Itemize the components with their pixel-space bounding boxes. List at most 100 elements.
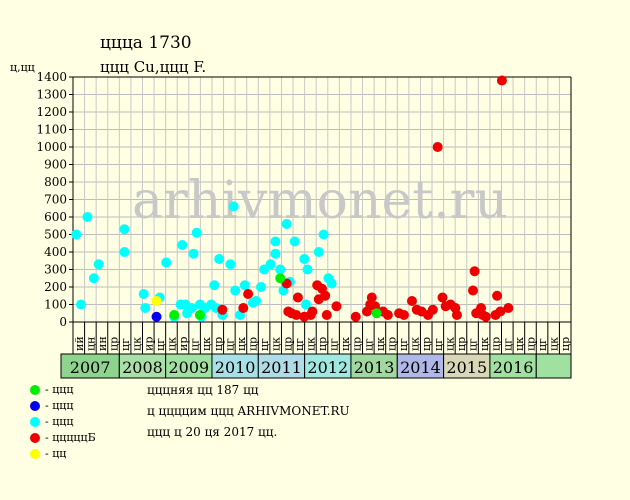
month-label: цг [119,338,132,351]
month-label: цр [524,337,537,351]
data-point [151,296,162,306]
data-point [93,259,104,270]
month-label: цн [84,337,97,351]
data-point [398,310,409,320]
data-point [468,285,479,296]
data-point [138,289,149,299]
year-label: 2007 [70,358,111,377]
data-point [406,296,417,306]
year-band [60,353,120,379]
data-point [469,266,480,277]
month-label: цк [443,337,456,351]
data-point [214,254,225,264]
legend-dot [30,417,40,427]
legend-dot [30,385,40,395]
data-point [289,236,300,247]
year-label: 2012 [307,358,348,377]
legend-dot [30,401,40,411]
month-label: цр [281,337,294,351]
month-label: цр [212,337,225,351]
year-band [118,353,167,379]
data-point [169,310,180,320]
month-label: цр [351,337,364,351]
data-point [194,310,205,320]
y-tick-label: 1100 [36,123,67,137]
data-point [161,257,172,268]
month-label: цк [548,337,561,351]
data-point [186,303,197,313]
month-label: цг [536,338,549,351]
month-label: цк [270,337,283,351]
data-point [382,310,393,320]
y-tick-label: 500 [44,228,67,242]
y-tick-label: 600 [44,210,67,224]
legend-label: - цц [45,447,67,460]
data-point [119,247,130,257]
month-label: цк [478,337,491,351]
legend-label: - цццццБ [45,431,96,444]
chart-grid [72,76,572,323]
y-axis-unit: ц,цц [10,61,35,74]
year-label: 2011 [261,358,302,377]
y-tick-label: 200 [44,280,67,294]
watermark: arhivmonet.ru [132,171,508,231]
data-point [230,285,241,296]
data-point [238,303,249,313]
data-point [366,292,377,303]
data-point [265,259,276,270]
month-label: цг [467,338,480,351]
year-bands: 2007 2008 2009 2010 2011 2012 2013 2014 2015 2016 [60,353,572,379]
year-label: 2009 [168,358,209,377]
month-label: цг [328,338,341,351]
year-label: 2010 [215,358,256,377]
chart-axes [69,76,572,354]
data-point [270,236,281,247]
month-label: цг [223,338,236,351]
month-label: цр [316,337,329,351]
y-tick-label: 700 [44,193,67,207]
data-point [292,292,303,303]
month-label: цг [189,338,202,351]
data-point [275,273,286,284]
month-label: цг [397,338,410,351]
data-point [71,229,82,240]
y-tick-label: 1400 [36,70,67,84]
year-band [443,353,491,379]
year-band [535,353,572,379]
data-point [320,290,331,301]
month-label: цк [339,337,352,351]
chart-title: ццца 1730 [100,33,192,53]
data-point [209,280,220,291]
month-label: цк [513,337,526,351]
month-label: цк [165,337,178,351]
data-point [492,290,503,301]
y-tick-label: 100 [44,298,67,312]
data-point [300,299,311,310]
y-tick-label: 1000 [36,140,67,154]
data-point [313,247,324,257]
legend-label: - ццц [45,399,74,412]
month-label: цг [432,338,445,351]
data-point [321,310,332,320]
data-point [307,306,318,317]
legend-label: - ццц [45,415,74,428]
year-band [211,353,259,379]
month-label: ир [177,337,190,351]
chart-subtitle: ццц Cu,ццц F. [100,58,207,76]
month-label: цк [235,337,248,351]
data-point [427,304,438,315]
month-label: цр [455,337,468,351]
month-label: цг [258,338,271,351]
month-label: цк [131,337,144,351]
data-point [119,224,130,235]
year-label: 2016 [493,358,534,377]
year-band [396,353,445,379]
data-point [291,310,302,320]
month-label: цг [154,338,167,351]
month-label: ин [96,336,109,351]
data-point [188,248,199,259]
data-point [437,292,448,303]
info-line: цццняя цц 187 цц [147,383,259,397]
data-point [331,301,342,312]
